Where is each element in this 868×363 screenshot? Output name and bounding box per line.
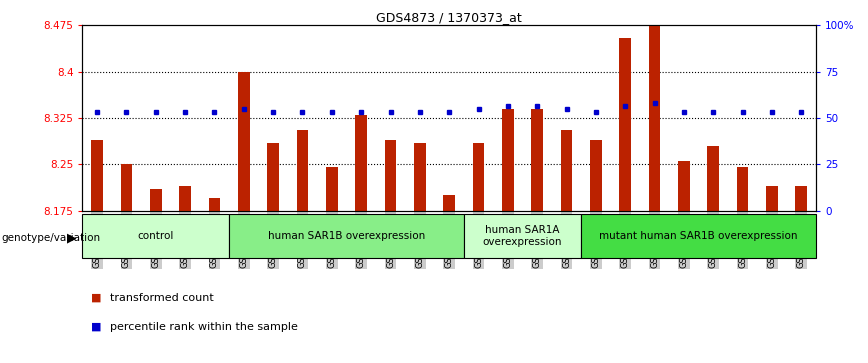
Text: transformed count: transformed count [110,293,214,303]
Bar [267,143,279,211]
Bar [208,198,220,211]
Title: GDS4873 / 1370373_at: GDS4873 / 1370373_at [377,11,522,24]
Text: control: control [138,231,174,241]
Bar [590,140,602,211]
Text: genotype/variation: genotype/variation [2,233,101,243]
Text: ▶: ▶ [67,231,76,244]
Text: ■: ■ [91,322,102,332]
Bar [150,189,161,211]
Bar [707,146,719,211]
Bar [582,214,816,258]
Bar [464,214,582,258]
Text: human SAR1A
overexpression: human SAR1A overexpression [483,225,562,247]
Bar [91,140,103,211]
Bar [414,143,425,211]
Bar [121,164,132,211]
Bar [297,130,308,211]
Bar [561,130,572,211]
Bar [766,186,778,211]
Bar [326,167,338,211]
Bar [238,72,250,211]
Text: human SAR1B overexpression: human SAR1B overexpression [268,231,425,241]
Bar [648,25,661,211]
Bar [795,186,807,211]
Bar [180,186,191,211]
Text: percentile rank within the sample: percentile rank within the sample [110,322,298,332]
Bar [82,214,229,258]
Text: mutant human SAR1B overexpression: mutant human SAR1B overexpression [599,231,798,241]
Bar [444,195,455,211]
Text: ■: ■ [91,293,102,303]
Bar [502,109,514,211]
Bar [229,214,464,258]
Bar [385,140,397,211]
Bar [678,161,690,211]
Bar [737,167,748,211]
Bar [355,115,367,211]
Bar [531,109,543,211]
Bar [473,143,484,211]
Bar [620,38,631,211]
